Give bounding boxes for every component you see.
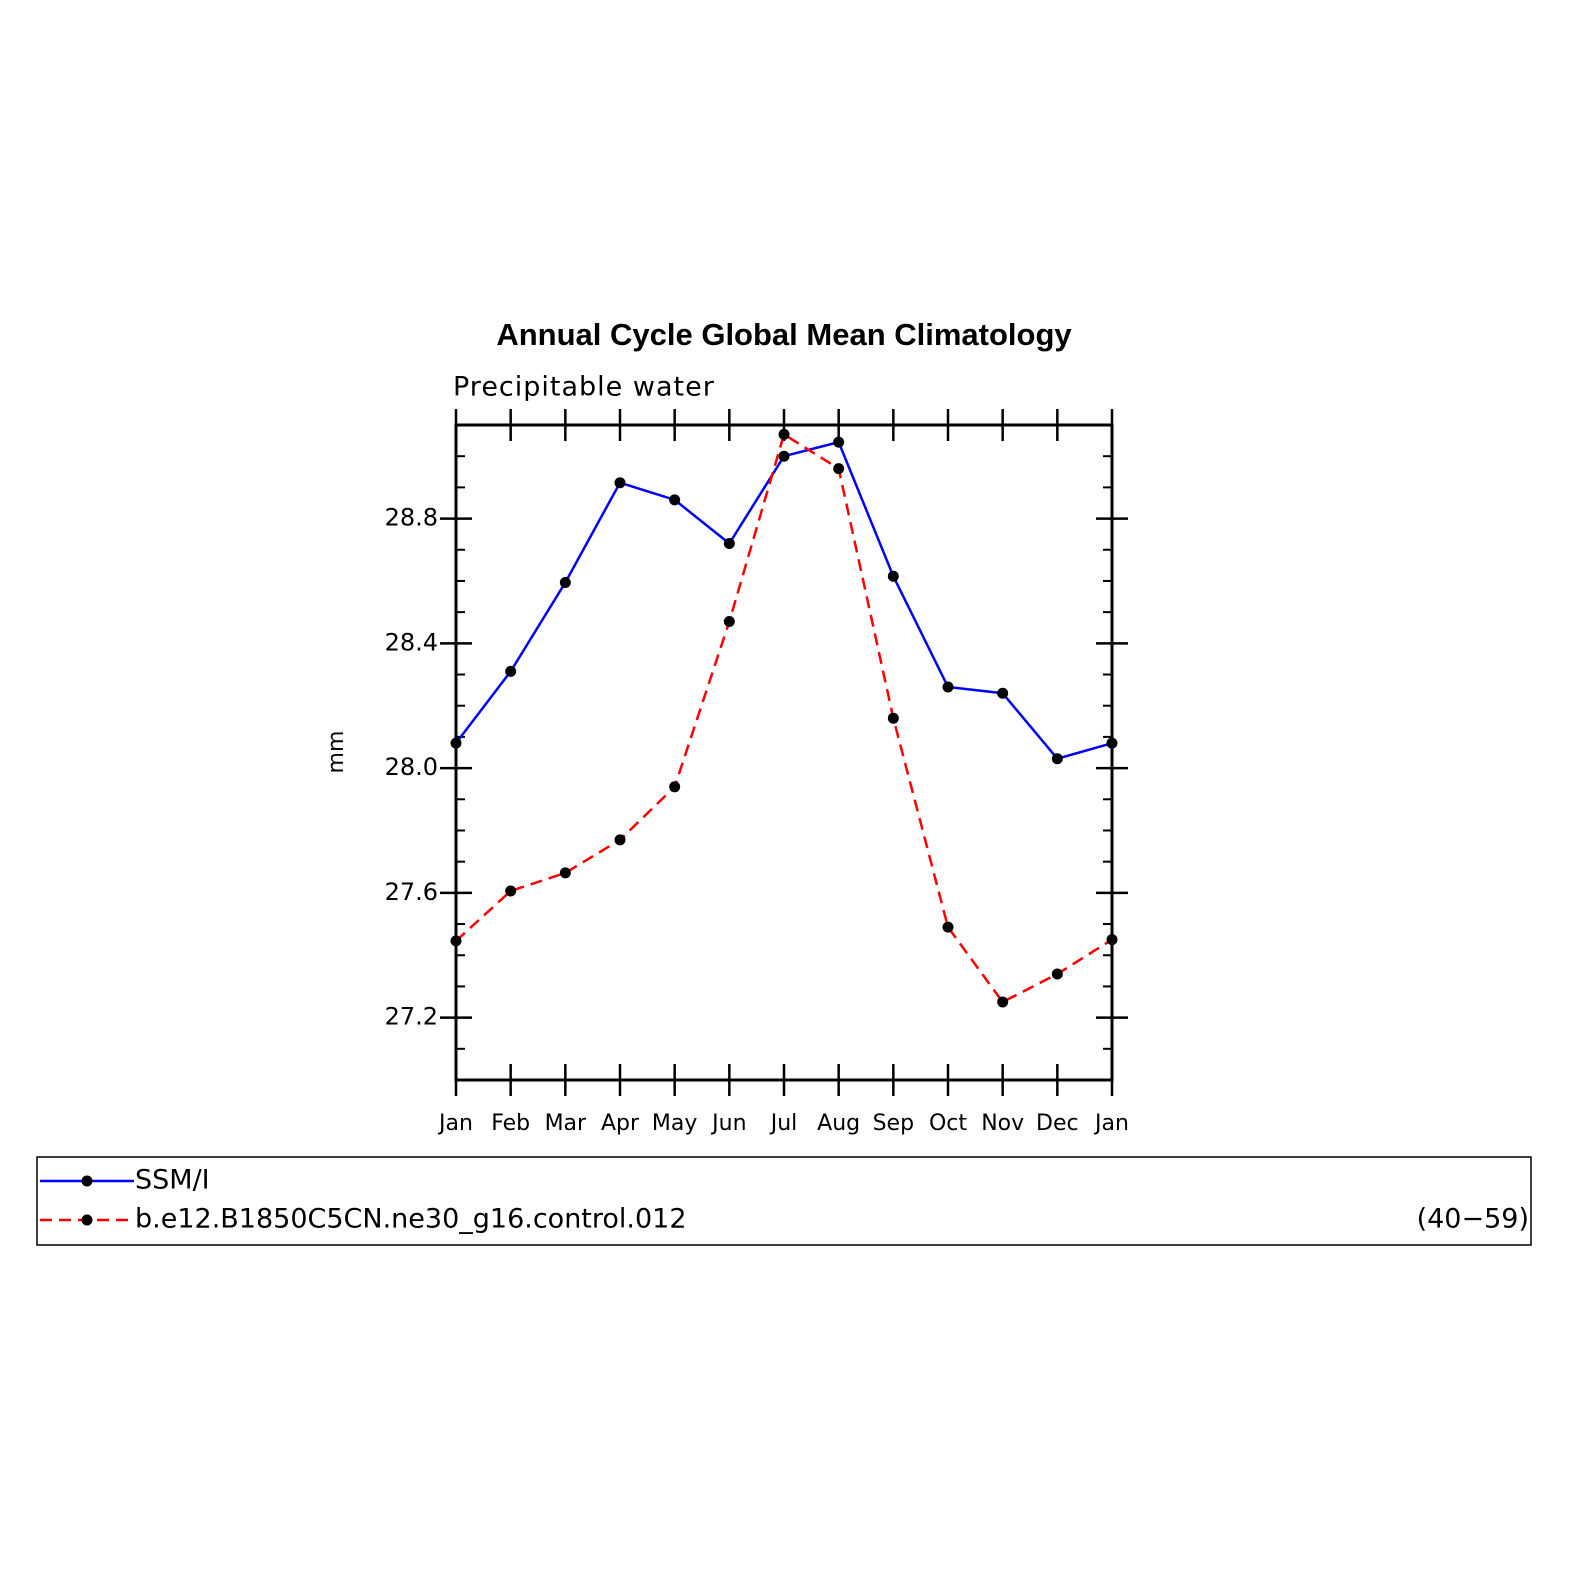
y-tick-label: 27.2	[385, 1003, 438, 1031]
data-point	[505, 665, 517, 677]
legend-label: SSM/I	[135, 1165, 210, 1196]
legend-box	[36, 1156, 1532, 1246]
data-point	[778, 428, 790, 440]
x-tick-label: Jul	[769, 1111, 798, 1136]
y-tick-label: 28.0	[385, 753, 438, 781]
legend-label: b.e12.B1850C5CN.ne30_g16.control.012	[135, 1204, 687, 1235]
data-point	[559, 577, 571, 589]
x-tick-label: Mar	[545, 1111, 587, 1136]
data-point	[723, 538, 735, 550]
x-tick-label: Oct	[929, 1111, 967, 1136]
data-point	[887, 570, 899, 582]
data-point	[614, 477, 626, 489]
x-tick-label: Jan	[1093, 1111, 1129, 1136]
data-point	[1051, 968, 1063, 980]
data-point	[669, 781, 681, 793]
data-point	[887, 712, 899, 724]
x-tick-label: Jun	[710, 1111, 746, 1136]
chart-subtitle: Precipitable water	[453, 372, 715, 403]
data-point	[1106, 737, 1118, 749]
x-tick-label: Apr	[601, 1111, 640, 1136]
data-point	[1106, 934, 1118, 946]
data-point	[997, 687, 1009, 699]
data-point	[833, 436, 845, 448]
data-point	[1051, 753, 1063, 765]
x-tick-label: Dec	[1036, 1111, 1079, 1136]
data-point	[723, 616, 735, 627]
x-tick-label: May	[652, 1111, 697, 1136]
chart-title: Annual Cycle Global Mean Climatology	[496, 317, 1072, 352]
data-point	[450, 737, 462, 749]
y-tick-label: 28.8	[385, 504, 438, 532]
x-tick-label: Sep	[873, 1111, 914, 1136]
data-point	[450, 935, 462, 947]
y-axis-label: mm	[324, 731, 349, 774]
data-point	[942, 681, 954, 693]
y-tick-label: 27.6	[385, 878, 438, 906]
x-tick-label: Feb	[491, 1111, 530, 1136]
y-tick-label: 28.4	[385, 628, 438, 656]
legend-annotation: (40−59)	[1417, 1204, 1529, 1235]
data-point	[997, 996, 1009, 1008]
x-tick-label: Nov	[981, 1111, 1024, 1136]
data-point	[942, 921, 954, 933]
data-point	[778, 450, 790, 462]
data-point	[669, 494, 681, 506]
legend-marker	[81, 1175, 93, 1187]
x-tick-label: Jan	[437, 1111, 473, 1136]
data-point	[505, 885, 517, 897]
data-point	[559, 867, 571, 879]
legend-marker	[81, 1214, 93, 1226]
data-point	[833, 463, 845, 475]
x-tick-label: Aug	[817, 1111, 860, 1136]
data-point	[614, 834, 626, 846]
